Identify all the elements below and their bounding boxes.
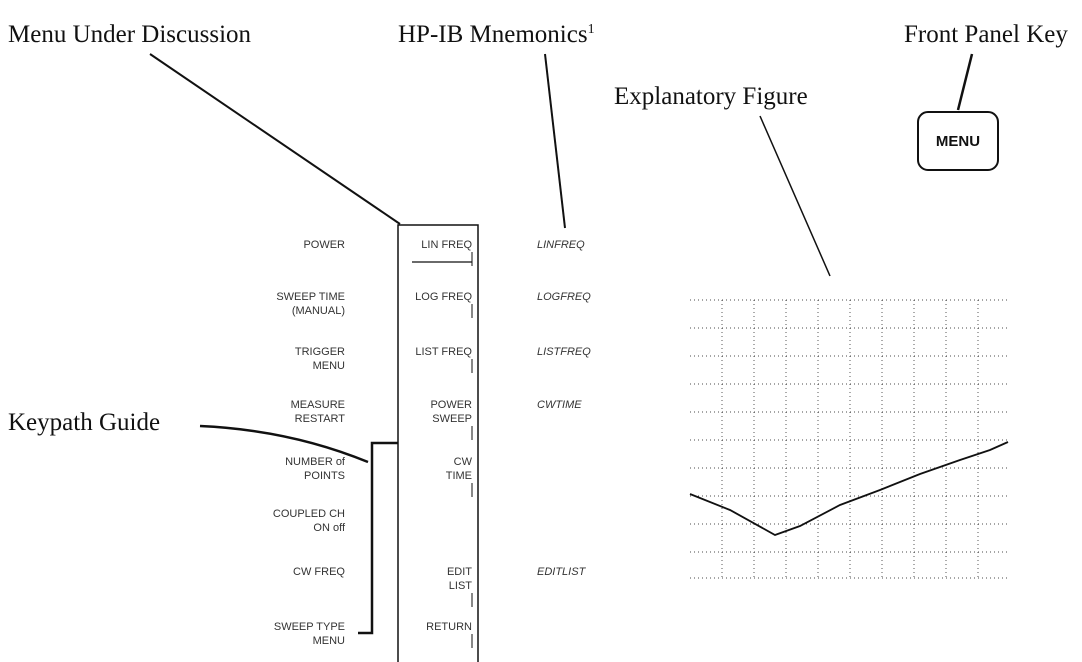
left-softkey: POWER: [303, 239, 345, 251]
right-softkey: LIST: [449, 580, 473, 592]
callout-keypath: Keypath Guide: [8, 409, 160, 436]
right-softkey: CW: [454, 456, 473, 468]
right-softkey: LIST FREQ: [415, 346, 472, 358]
leader: [759, 115, 831, 277]
left-softkey: RESTART: [295, 413, 346, 425]
left-softkey: COUPLED CH: [273, 508, 345, 520]
mnemonic: LINFREQ: [537, 239, 585, 251]
left-softkey: MENU: [313, 360, 345, 372]
callout-key: Front Panel Key: [904, 21, 1068, 48]
menu-key: [917, 111, 999, 171]
callout-figure: Explanatory Figure: [614, 83, 808, 110]
menu-key-label: MENU: [936, 133, 980, 150]
callout-mnemonics-text: HP-IB Mnemonics: [398, 21, 588, 48]
left-softkey: TRIGGER: [295, 346, 345, 358]
left-softkey: (MANUAL): [292, 305, 345, 317]
explanatory-figure: [690, 299, 1010, 579]
right-softkey: POWER: [430, 399, 472, 411]
left-softkey: MEASURE: [291, 399, 345, 411]
callout-menu: Menu Under Discussion: [8, 21, 252, 48]
keypath-line: [358, 441, 398, 635]
leader: [199, 424, 369, 464]
left-softkey: SWEEP TIME: [276, 291, 345, 303]
leader: [149, 53, 401, 225]
right-softkey: LOG FREQ: [415, 291, 472, 303]
mnemonic: EDITLIST: [537, 566, 587, 578]
left-softkey: ON off: [313, 522, 346, 534]
mnemonic: LOGFREQ: [537, 291, 591, 303]
leader: [956, 53, 974, 111]
right-softkey: EDIT: [447, 566, 472, 578]
left-softkey: POINTS: [304, 470, 345, 482]
trace: [689, 441, 1009, 536]
mnemonic: CWTIME: [537, 399, 582, 411]
footnote-mark: 1: [588, 22, 595, 37]
right-softkey: SWEEP: [432, 413, 472, 425]
left-softkey: SWEEP TYPE: [274, 621, 345, 633]
left-softkey: MENU: [313, 635, 345, 647]
left-softkey: CW FREQ: [293, 566, 345, 578]
callout-mnemonics: HP-IB Mnemonics1: [398, 21, 595, 48]
right-softkey: LIN FREQ: [421, 239, 472, 251]
left-softkey: NUMBER of: [285, 456, 346, 468]
right-softkey: TIME: [446, 470, 472, 482]
leader: [544, 53, 566, 229]
right-softkey: RETURN: [426, 621, 472, 633]
mnemonic: LISTFREQ: [537, 346, 591, 358]
